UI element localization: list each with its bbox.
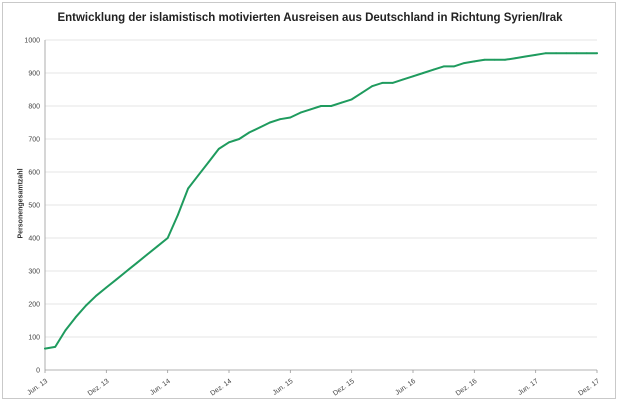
x-tick-label: Jun. 16 <box>394 378 417 397</box>
data-point <box>217 148 220 150</box>
data-point <box>412 75 414 78</box>
data-point <box>391 82 394 84</box>
chart-title: Entwicklung der islamistisch motivierten… <box>57 12 563 24</box>
y-tick-label: 300 <box>28 269 40 276</box>
data-point <box>44 347 46 350</box>
y-tick-label: 900 <box>28 71 40 78</box>
x-tick-label: Jun. 15 <box>272 378 295 397</box>
data-point <box>228 141 230 144</box>
data-point <box>432 68 435 71</box>
data-point <box>514 57 517 60</box>
data-point <box>156 245 159 248</box>
data-point <box>166 237 169 239</box>
y-axis-ticks: 0 100 200 300 400 500 600 700 800 900 1000 <box>24 38 40 375</box>
data-point <box>136 261 138 264</box>
data-point <box>95 294 98 297</box>
data-point <box>350 98 353 101</box>
y-tick-label: 100 <box>28 335 40 342</box>
data-point <box>452 65 455 68</box>
data-point <box>105 286 108 289</box>
data-point <box>54 346 57 348</box>
x-tick-label: Dez. 13 <box>87 378 111 398</box>
data-point <box>84 304 87 307</box>
data-point <box>422 72 425 74</box>
data-point <box>279 118 282 121</box>
x-axis-ticks: Jun. 13 Dez. 13 Jun. 14 Dez. 14 Jun. 15 Dez. … <box>26 370 601 397</box>
data-point <box>176 214 179 216</box>
x-tick-label: Jun. 14 <box>149 378 172 397</box>
data-point <box>360 91 363 94</box>
data-point <box>340 101 343 104</box>
y-tick-label: 800 <box>28 104 40 111</box>
y-tick-label: 700 <box>28 137 40 144</box>
data-point <box>596 52 598 55</box>
y-tick-label: 400 <box>28 236 40 243</box>
data-point <box>401 78 404 81</box>
data-point <box>575 52 578 55</box>
data-point <box>585 52 588 55</box>
x-tick-label: Jun. 13 <box>26 378 49 397</box>
data-point <box>524 55 527 58</box>
data-point <box>463 62 466 64</box>
data-point <box>268 121 271 124</box>
data-point <box>115 278 118 281</box>
data-point <box>248 131 251 134</box>
x-tick-label: Dez. 14 <box>209 378 233 398</box>
data-point <box>565 52 568 55</box>
data-point <box>442 65 445 68</box>
gridlines <box>45 39 597 371</box>
y-tick-label: 0 <box>36 368 40 375</box>
data-point <box>309 108 312 111</box>
x-tick-label: Jun. 17 <box>517 378 540 397</box>
data-point <box>289 116 292 119</box>
data-point <box>473 60 476 63</box>
data-point <box>320 105 322 107</box>
data-point <box>207 161 210 164</box>
data-point <box>544 52 547 55</box>
data-point <box>125 270 128 272</box>
data-point <box>381 82 384 84</box>
data-point <box>330 105 333 107</box>
data-point <box>493 58 496 61</box>
data-point <box>534 53 537 56</box>
data-point <box>238 138 241 140</box>
y-tick-label: 200 <box>28 302 40 309</box>
data-point <box>258 126 261 129</box>
data-point <box>197 174 200 177</box>
y-tick-label: 1000 <box>24 38 40 45</box>
data-point <box>504 58 506 61</box>
data-point <box>64 329 67 332</box>
y-tick-label: 600 <box>28 170 40 177</box>
data-point <box>371 85 374 88</box>
data-point <box>146 253 149 256</box>
data-point <box>74 316 77 319</box>
series-ausreisen <box>44 52 598 350</box>
chart-frame <box>2 2 616 399</box>
x-tick-label: Dez. 16 <box>455 378 479 398</box>
x-tick-label: Dez. 17 <box>577 378 601 398</box>
data-point <box>483 58 486 61</box>
data-point <box>299 111 302 114</box>
x-tick-label: Dez. 15 <box>332 378 356 398</box>
data-point <box>187 187 190 190</box>
data-point <box>555 52 558 55</box>
y-tick-label: 500 <box>28 203 40 210</box>
